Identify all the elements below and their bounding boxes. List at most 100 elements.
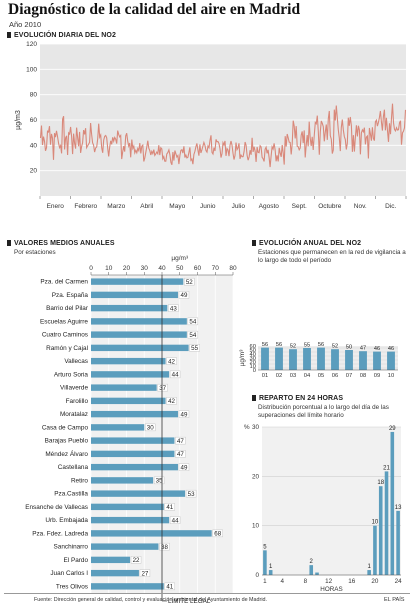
stations-category-label: Barajas Pueblo <box>45 438 89 445</box>
hours-value-label: 29 <box>389 426 396 432</box>
hours-bar <box>373 525 377 575</box>
legal-limit-label: LÍMITE LEGAL <box>168 596 211 605</box>
stations-value-label: 42 <box>168 398 175 405</box>
stations-value-box <box>175 436 186 445</box>
annual-bar <box>359 351 367 370</box>
daily-x-tick-label: Enero <box>47 203 65 210</box>
hours-x-tick-label: 20 <box>371 578 379 585</box>
stations-bar <box>91 384 157 391</box>
stations-value-box <box>164 582 175 591</box>
stations-value-box <box>185 489 197 498</box>
hours-x-tick-label: 1 <box>263 578 267 585</box>
stations-category-label: El Pardo <box>63 557 88 564</box>
annual-x-tick-label: 10 <box>388 373 394 379</box>
annual-x-tick-label: 01 <box>262 373 268 379</box>
hours-bar <box>315 572 319 575</box>
annual-value-label: 47 <box>360 346 366 352</box>
stations-value-box <box>178 463 190 471</box>
stations-value-label: 47 <box>177 438 184 445</box>
stations-x-tick-label: 80 <box>229 265 237 272</box>
hours-bar <box>268 570 273 575</box>
daily-x-tick-label: Sept. <box>292 203 307 210</box>
stations-category-label: Ensanche de Vallecas <box>25 504 88 511</box>
hours-chart-subtitle: Distribución porcentual a lo largo del d… <box>258 404 389 419</box>
daily-y-tick-label: 60 <box>30 117 38 124</box>
stations-value-label: 43 <box>170 305 177 312</box>
stations-bar <box>91 410 178 418</box>
annual-y-tick-label: 30 <box>250 356 256 362</box>
stations-value-label: 68 <box>214 531 221 538</box>
stations-value-box <box>212 529 223 538</box>
annual-x-tick-label: 02 <box>276 373 282 379</box>
stations-value-label: 41 <box>166 584 173 591</box>
stations-bar <box>91 437 175 444</box>
stations-value-box <box>157 383 168 392</box>
stations-value-label: 55 <box>191 345 198 352</box>
stations-bar <box>91 278 184 285</box>
hours-x-tick-label: 8 <box>304 578 308 585</box>
annual-x-tick-label: 04 <box>304 373 311 379</box>
stations-category-label: Farolillo <box>66 398 89 405</box>
annual-bar <box>331 349 339 370</box>
stations-value-label: 37 <box>159 385 166 392</box>
annual-value-label: 52 <box>290 344 296 350</box>
stations-value-label: 54 <box>189 332 196 339</box>
stations-value-box <box>166 397 177 405</box>
stations-value-box <box>166 357 177 365</box>
annual-value-label: 50 <box>346 345 352 351</box>
stations-value-label: 44 <box>172 517 179 524</box>
stations-value-box <box>189 344 200 352</box>
stations-category-label: Urb. Embajada <box>45 517 88 524</box>
source-note: Fuente: Dirección general de calidad, co… <box>34 597 268 603</box>
annual-value-label: 56 <box>262 342 268 348</box>
stations-value-box <box>164 503 175 511</box>
stations-value-box <box>130 556 142 564</box>
stations-category-label: Cuatro Caminos <box>42 332 88 339</box>
daily-x-tick-label: Marzo <box>107 203 125 210</box>
stations-bar <box>91 583 164 590</box>
stations-x-tick-label: 30 <box>141 265 149 272</box>
daily-x-tick-label: Agosto <box>259 203 280 210</box>
annual-bar <box>317 347 325 370</box>
annual-bar <box>373 351 381 370</box>
stations-chart-title: VALORES MEDIOS ANUALES <box>7 240 115 247</box>
daily-chart-title: EVOLUCIÓN DIARIA DEL NO2 <box>7 32 116 39</box>
stations-category-label: Tres Olivos <box>56 583 88 590</box>
stations-value-label: 30 <box>147 425 154 432</box>
stations-category-label: Pza. Fdez. Ladreda <box>32 530 88 537</box>
annual-value-label: 55 <box>304 343 310 349</box>
daily-y-tick-label: 80 <box>30 92 38 99</box>
page-subtitle: Año 2010 <box>9 20 42 29</box>
annual-x-tick-label: 07 <box>346 373 352 379</box>
annual-x-tick-label: 06 <box>332 373 338 379</box>
annual-chart-title: EVOLUCIÓN ANUAL DEL NO2 <box>252 240 361 247</box>
annual-y-tick-label: 50 <box>250 348 256 354</box>
hours-value-label: 5 <box>263 544 267 550</box>
stations-category-label: Castellana <box>58 464 89 471</box>
hours-chart-title: REPARTO EN 24 HORAS <box>252 395 343 402</box>
annual-y-axis-label: µg/m³ <box>239 349 246 367</box>
daily-x-tick-label: Dic. <box>385 203 396 210</box>
stations-value-box <box>168 304 179 312</box>
annual-value-label: 56 <box>318 342 324 348</box>
stations-bar <box>91 503 164 511</box>
stations-value-label: 49 <box>181 411 188 418</box>
stations-value-label: 41 <box>166 504 173 511</box>
stations-value-label: 22 <box>133 557 140 564</box>
stations-bar <box>91 344 189 352</box>
stations-value-box <box>178 291 190 299</box>
hours-plot-area <box>262 427 401 575</box>
daily-y-tick-label: 120 <box>26 41 37 48</box>
annual-y-tick-label: 40 <box>250 352 256 358</box>
annual-y-tick-label: 0 <box>253 368 256 374</box>
stations-category-label: Escuelas Aguirre <box>40 318 88 325</box>
daily-x-tick-label: Nov. <box>354 203 367 210</box>
stations-value-label: 44 <box>172 372 179 379</box>
stations-value-label: 35 <box>156 478 163 485</box>
hours-x-tick-label: 24 <box>395 578 403 585</box>
stations-value-label: 27 <box>141 570 148 577</box>
annual-value-label: 46 <box>388 346 394 352</box>
stations-bar <box>91 331 187 338</box>
stations-category-label: Barrio del Pilar <box>46 305 89 312</box>
